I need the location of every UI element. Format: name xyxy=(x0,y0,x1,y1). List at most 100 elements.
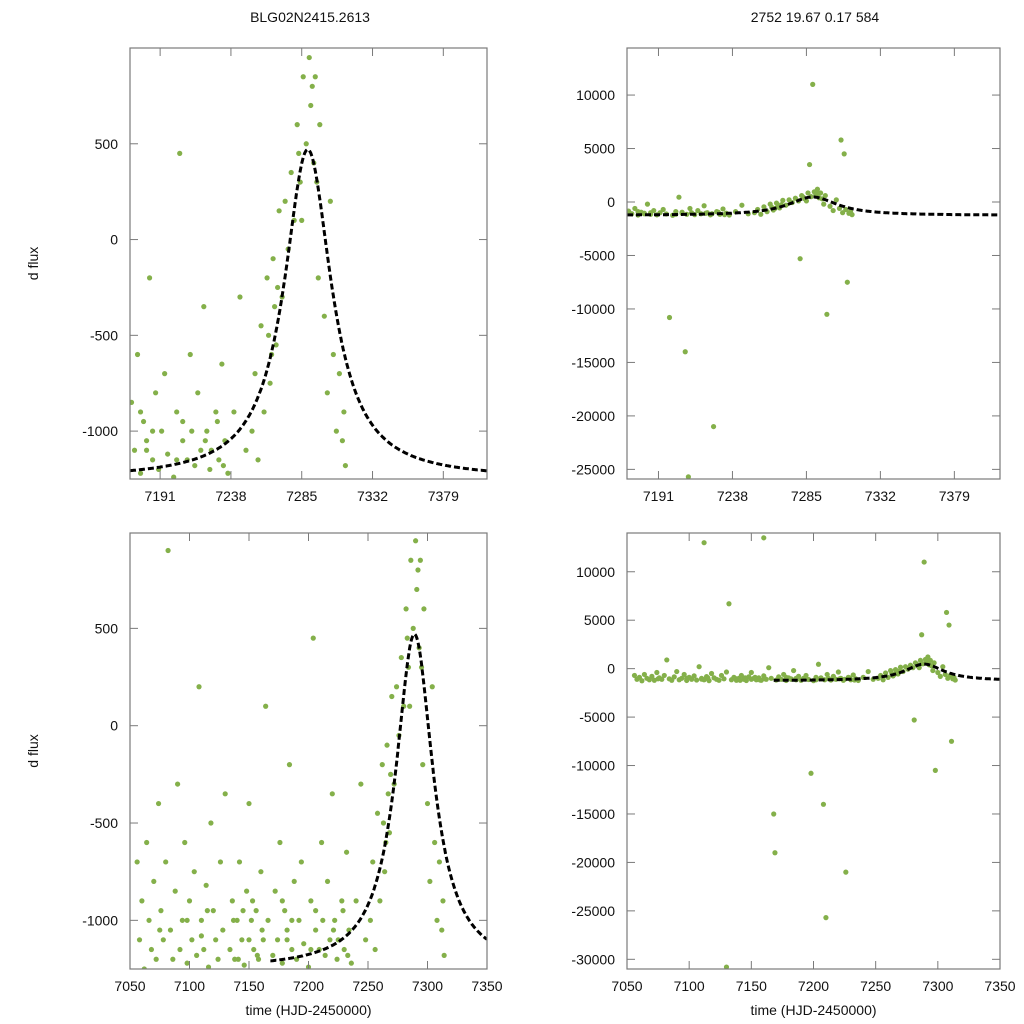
data-point xyxy=(198,917,204,923)
data-point xyxy=(821,201,827,207)
data-point xyxy=(225,470,231,476)
data-point xyxy=(370,859,376,865)
data-point xyxy=(284,927,290,933)
data-point xyxy=(948,738,955,744)
data-point xyxy=(220,462,226,469)
x-tick-label: 7350 xyxy=(984,978,1015,994)
data-point xyxy=(674,668,680,675)
data-point xyxy=(286,762,293,768)
data-point xyxy=(635,209,641,215)
data-point xyxy=(130,399,135,405)
data-point xyxy=(844,279,850,285)
data-point xyxy=(417,557,423,563)
data-point xyxy=(276,208,282,214)
data-point xyxy=(237,294,243,300)
data-point xyxy=(737,677,743,683)
data-point xyxy=(289,946,295,953)
data-point xyxy=(313,927,319,933)
data-point xyxy=(172,888,178,894)
data-point xyxy=(708,670,715,677)
data-point xyxy=(306,54,312,61)
data-point xyxy=(324,878,331,885)
data-point xyxy=(660,206,666,213)
data-point xyxy=(339,438,345,444)
data-point xyxy=(202,438,208,444)
data-point xyxy=(758,211,764,217)
data-point xyxy=(163,859,169,865)
y-tick-label: 0 xyxy=(110,718,118,734)
data-point xyxy=(249,428,255,434)
data-point xyxy=(189,937,195,943)
data-point xyxy=(324,390,330,396)
data-point xyxy=(220,927,226,933)
data-point xyxy=(244,888,250,894)
data-point xyxy=(742,675,748,681)
x-tick-label: 7050 xyxy=(114,978,145,994)
data-point xyxy=(661,672,667,679)
data-point xyxy=(134,351,141,358)
y-tick-label: -1000 xyxy=(82,423,118,439)
data-point xyxy=(942,671,948,678)
y-tick-label: -15000 xyxy=(571,354,615,370)
model-curve xyxy=(627,195,1000,217)
data-point xyxy=(318,839,325,846)
data-point xyxy=(291,878,297,885)
data-point xyxy=(407,703,413,709)
x-tick-label: 7100 xyxy=(174,978,205,994)
data-point xyxy=(180,438,186,444)
data-point xyxy=(695,207,701,214)
data-point xyxy=(752,674,758,680)
data-point xyxy=(243,447,249,453)
data-point xyxy=(701,540,707,546)
data-point xyxy=(814,190,821,197)
x-tick-label: 7300 xyxy=(922,978,953,994)
y-tick-label: 5000 xyxy=(584,141,615,157)
data-point xyxy=(780,197,786,204)
data-point xyxy=(131,447,138,453)
data-point xyxy=(231,409,237,415)
data-point xyxy=(160,937,166,943)
data-points xyxy=(627,81,855,479)
data-point xyxy=(282,198,288,204)
data-point xyxy=(421,606,427,612)
panel-bottom-right: 7050 7100 7150 7200 7250 7300 7350 -30000 -25000… xyxy=(571,532,1016,1018)
data-point xyxy=(925,658,931,664)
x-tick-label: 7100 xyxy=(674,978,705,994)
data-point xyxy=(144,839,150,846)
y-tick-label: 0 xyxy=(607,194,615,210)
data-point xyxy=(768,675,774,681)
data-point xyxy=(721,212,728,218)
data-point xyxy=(738,672,744,679)
data-point xyxy=(820,801,827,807)
data-point xyxy=(279,960,285,966)
data-point xyxy=(284,937,290,943)
data-point xyxy=(823,915,829,921)
data-point xyxy=(336,371,342,377)
data-point xyxy=(153,390,159,396)
data-point xyxy=(258,869,264,875)
data-point xyxy=(214,418,220,425)
data-point xyxy=(384,742,390,748)
data-point xyxy=(213,409,219,415)
data-point xyxy=(340,908,346,914)
data-point xyxy=(249,898,256,904)
data-point xyxy=(246,937,252,943)
data-point xyxy=(296,917,302,923)
plot-frame xyxy=(626,47,1001,480)
data-point xyxy=(705,675,711,681)
data-point xyxy=(880,677,886,683)
data-point xyxy=(800,194,806,200)
data-point xyxy=(240,908,246,914)
data-point xyxy=(151,878,157,885)
data-point xyxy=(432,839,438,846)
data-points xyxy=(134,538,447,969)
data-point xyxy=(803,672,809,679)
model-curve xyxy=(773,662,1000,682)
data-point xyxy=(835,669,841,675)
data-point xyxy=(270,952,276,958)
data-point xyxy=(184,960,190,966)
y-tick-label: 500 xyxy=(95,136,119,152)
data-point xyxy=(694,677,700,683)
data-point xyxy=(732,675,738,681)
